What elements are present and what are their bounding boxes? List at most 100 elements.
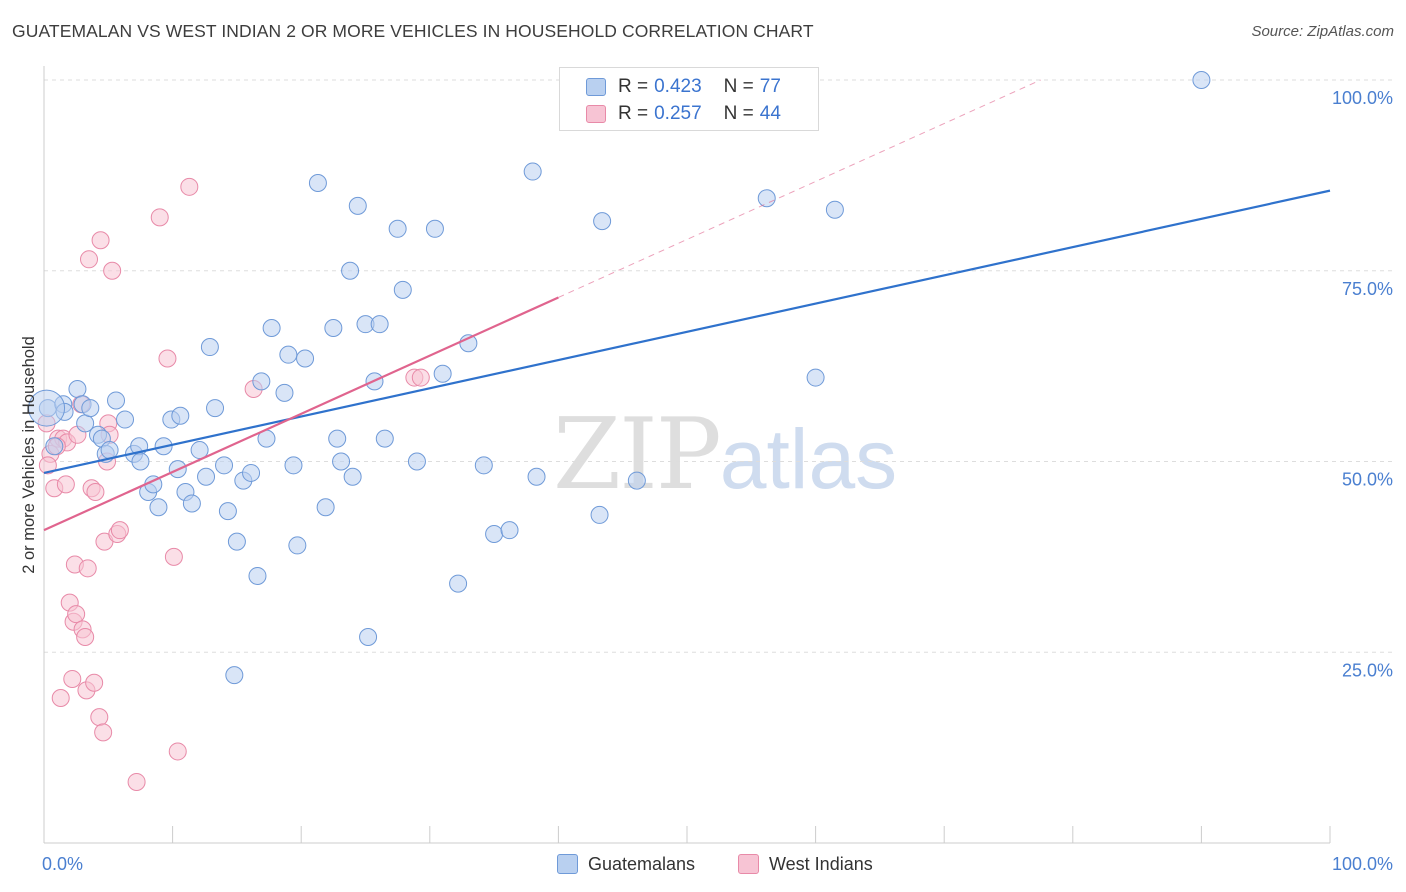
data-point-guatemalans [275, 383, 294, 402]
data-point-guatemalans [206, 399, 225, 418]
data-point-guatemalans [225, 666, 244, 685]
guatemalans-points [28, 71, 1211, 685]
data-point-guatemalans [288, 536, 307, 555]
data-point-guatemalans [45, 437, 64, 456]
data-point-guatemalans [100, 441, 119, 460]
data-point-guatemalans [593, 212, 612, 231]
data-point-guatemalans [171, 406, 190, 425]
data-point-guatemalans [81, 399, 100, 418]
y-tick-label: 100.0% [1332, 88, 1393, 108]
source-credit: Source: ZipAtlas.com [1251, 23, 1394, 40]
data-point-guatemalans [149, 498, 168, 517]
y-axis-title: 2 or more Vehicles in Household [20, 336, 38, 574]
data-point-west-indians [38, 456, 57, 475]
data-point-guatemalans [248, 566, 267, 585]
bottom-legend-guatemalans: Guatemalans [557, 852, 695, 876]
data-point-guatemalans [182, 494, 201, 513]
data-point-guatemalans [527, 467, 546, 486]
data-point-west-indians [168, 742, 187, 761]
data-point-guatemalans [131, 452, 150, 471]
data-point-guatemalans [197, 467, 216, 486]
watermark-zip: ZIP [553, 398, 722, 512]
trend-line-guatemalans [43, 189, 1331, 475]
bottom-legend-west-indians: West Indians [738, 852, 873, 876]
y-tick-label: 75.0% [1342, 279, 1393, 299]
data-point-guatemalans [296, 349, 315, 368]
data-point-guatemalans [1192, 71, 1211, 89]
data-point-guatemalans [343, 467, 362, 486]
legend-r-value: 0.257 [654, 103, 702, 124]
legend-n-label: N = [723, 76, 754, 97]
data-point-guatemalans [252, 372, 271, 391]
data-point-guatemalans [262, 318, 281, 337]
data-point-west-indians [67, 605, 86, 624]
watermark-atlas: atlas [719, 412, 898, 506]
data-point-west-indians [76, 627, 95, 646]
data-point-west-indians [91, 231, 110, 250]
data-point-guatemalans [341, 261, 360, 280]
legend-r-label: R = [618, 76, 649, 97]
legend-row-west-indians: R = 0.257 N = 44 [586, 103, 781, 125]
data-point-guatemalans [359, 627, 378, 646]
data-point-guatemalans [806, 368, 825, 387]
x-tick-label: 100.0% [1332, 854, 1393, 874]
zipatlas-watermark: ZIPatlas [553, 398, 897, 512]
data-point-west-indians [110, 521, 129, 540]
data-point-guatemalans [242, 463, 261, 482]
data-point-guatemalans [218, 502, 237, 521]
data-point-guatemalans [107, 391, 126, 410]
y-tick-label: 25.0% [1342, 660, 1393, 680]
data-point-west-indians [90, 708, 109, 727]
data-point-west-indians [180, 177, 199, 196]
data-point-guatemalans [190, 441, 209, 460]
data-point-west-indians [56, 475, 75, 494]
data-point-guatemalans [523, 162, 542, 181]
data-point-guatemalans [627, 471, 646, 490]
bottom-legend-swatch-pink [738, 854, 759, 874]
data-point-guatemalans [590, 505, 609, 524]
x-tick-label: 0.0% [42, 854, 83, 874]
trend-lines [43, 79, 1331, 532]
data-point-guatemalans [757, 189, 776, 208]
correlation-legend: R = 0.423 N = 77 R = 0.257 N = 44 [559, 67, 819, 131]
data-point-west-indians [63, 669, 82, 688]
data-point-guatemalans [308, 174, 327, 193]
data-point-guatemalans-large [28, 389, 66, 427]
data-point-guatemalans [324, 318, 343, 337]
data-point-west-indians [411, 368, 430, 387]
axis-labels: 25.0% 50.0% 75.0% 100.0% 0.0% 100.0% 2 or more… [20, 88, 1393, 874]
data-point-guatemalans [68, 380, 87, 399]
gridlines [44, 79, 1392, 653]
data-point-west-indians [150, 208, 169, 227]
data-point-guatemalans [407, 452, 426, 471]
data-point-guatemalans [393, 280, 412, 299]
data-point-guatemalans [474, 456, 493, 475]
data-point-guatemalans [116, 410, 135, 429]
data-point-guatemalans [328, 429, 347, 448]
legend-n-value: 77 [759, 76, 781, 97]
chart-title: GUATEMALAN VS WEST INDIAN 2 OR MORE VEHI… [12, 21, 814, 41]
legend-row-guatemalans: R = 0.423 N = 77 [586, 76, 781, 98]
data-point-guatemalans [485, 524, 504, 543]
data-point-west-indians [51, 689, 70, 708]
data-point-guatemalans [348, 196, 367, 215]
axes [43, 66, 1331, 844]
legend-n-value: 44 [759, 103, 781, 124]
legend-swatch-blue [586, 78, 606, 96]
data-point-guatemalans [316, 498, 335, 517]
data-point-guatemalans [332, 452, 351, 471]
bottom-legend-label-west-indians: West Indians [769, 853, 873, 874]
legend-swatch-pink [586, 105, 606, 123]
data-point-west-indians [94, 723, 113, 742]
data-point-west-indians [127, 772, 146, 791]
data-point-guatemalans [500, 521, 519, 540]
data-point-guatemalans [227, 532, 246, 551]
data-point-west-indians [103, 261, 122, 280]
data-point-guatemalans [449, 574, 468, 593]
data-point-guatemalans [433, 364, 452, 383]
y-tick-label: 50.0% [1342, 470, 1393, 490]
legend-r-label: R = [618, 103, 649, 124]
data-point-guatemalans [200, 338, 219, 357]
data-point-guatemalans [375, 429, 394, 448]
